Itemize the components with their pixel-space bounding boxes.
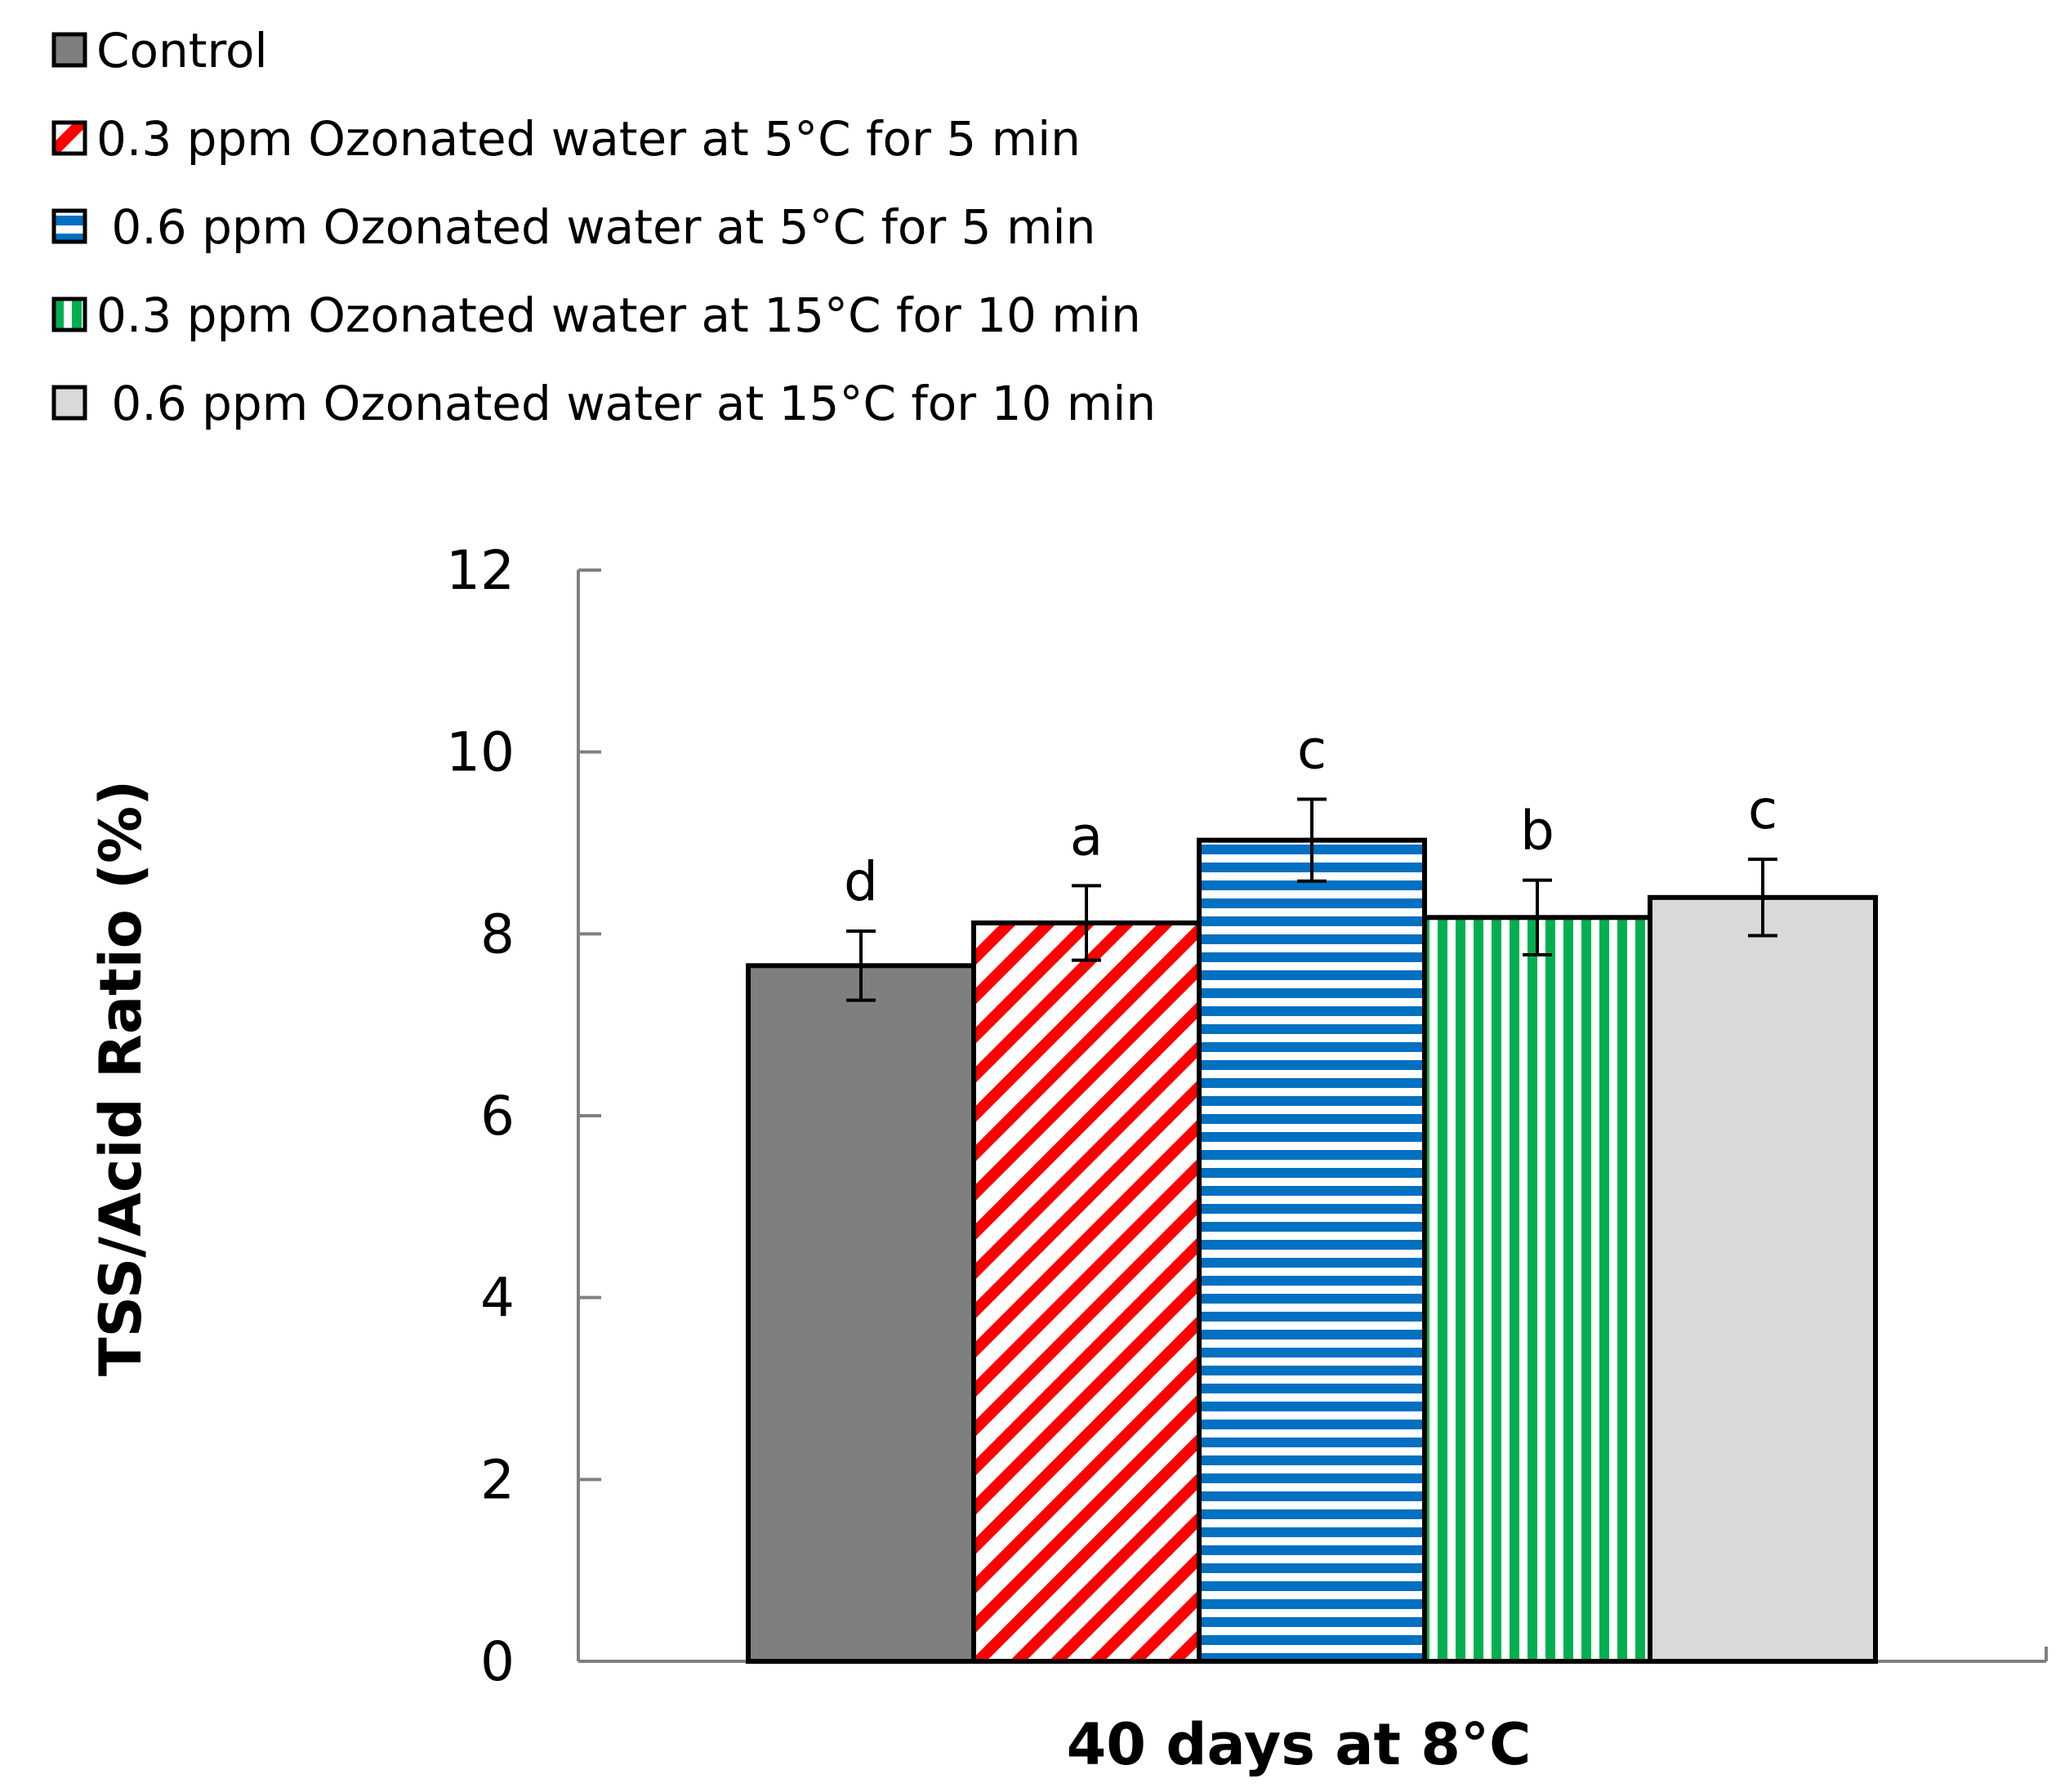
bars <box>746 837 1878 1665</box>
legend-label-2: 0.3 ppm Ozonated water at 5°C for 5 min <box>96 111 1081 167</box>
error-bars <box>846 797 1777 1002</box>
legend-label-3: 0.6 ppm Ozonated water at 5°C for 5 min <box>96 199 1095 255</box>
legend-swatch-1 <box>51 32 87 68</box>
legend-item-4: 0.3 ppm Ozonated water at 15°C for 10 mi… <box>51 288 1141 343</box>
significance-letter-3: c <box>1297 719 1327 782</box>
bar-5 <box>1648 894 1878 1665</box>
legend-item-2: 0.3 ppm Ozonated water at 5°C for 5 min <box>51 111 1081 167</box>
significance-letter-2: a <box>1070 805 1103 867</box>
y-axis-title: TSS/Acid Ratio (%) <box>87 780 154 1376</box>
y-tick-label: 10 <box>446 721 515 784</box>
legend-swatch-4 <box>51 296 87 332</box>
legend-label-1: Control <box>96 23 268 78</box>
legend: Control 0.3 ppm Ozonated water at 5°C for… <box>51 23 1156 431</box>
legend-item-1: Control <box>51 23 268 78</box>
legend-label-5: 0.6 ppm Ozonated water at 15°C for 10 mi… <box>96 376 1156 431</box>
legend-item-5: 0.6 ppm Ozonated water at 15°C for 10 mi… <box>51 376 1156 431</box>
error-bar-5 <box>1748 858 1777 938</box>
significance-letters: d a c b c <box>844 719 1777 913</box>
error-bar-4 <box>1523 878 1552 956</box>
significance-letter-5: c <box>1748 778 1777 841</box>
y-tick-label: 4 <box>480 1267 515 1330</box>
y-tick-label: 2 <box>480 1448 515 1511</box>
x-axis-title: 40 days at 8°C <box>1067 1711 1532 1778</box>
y-tick-label: 12 <box>446 539 515 602</box>
bar-4 <box>1422 915 1652 1664</box>
y-tick-label: 8 <box>480 903 515 965</box>
significance-letter-1: d <box>844 850 878 913</box>
legend-label-4: 0.3 ppm Ozonated water at 15°C for 10 mi… <box>96 288 1141 343</box>
legend-swatch-5 <box>51 385 87 421</box>
bar-1 <box>746 963 976 1665</box>
legend-swatch-3 <box>51 208 87 244</box>
axes: 0 2 4 6 8 10 12 <box>446 539 2048 1693</box>
bar-2 <box>971 920 1202 1665</box>
y-ticks: 0 2 4 6 8 10 12 <box>446 539 601 1693</box>
y-tick-label: 0 <box>480 1630 515 1693</box>
bar-3 <box>1197 837 1427 1665</box>
error-bar-1 <box>846 929 876 1002</box>
error-bar-3 <box>1297 797 1327 883</box>
legend-item-3: 0.6 ppm Ozonated water at 5°C for 5 min <box>51 199 1095 255</box>
significance-letter-4: b <box>1520 800 1554 863</box>
y-tick-label: 6 <box>480 1085 515 1148</box>
legend-swatch-2 <box>51 120 87 156</box>
error-bar-2 <box>1072 884 1101 962</box>
